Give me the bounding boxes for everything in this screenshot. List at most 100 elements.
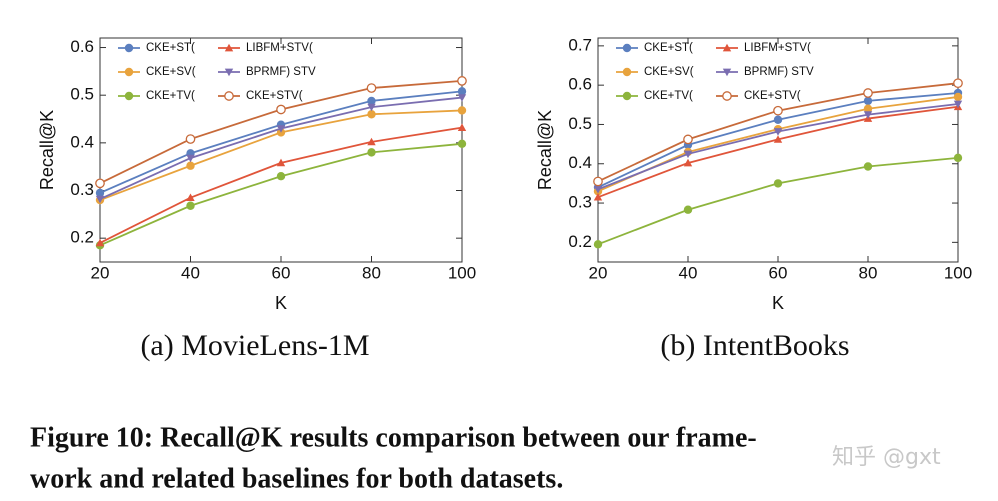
x-tick-label: 80 <box>362 263 381 282</box>
data-point <box>367 110 376 119</box>
data-point <box>367 148 376 157</box>
data-point <box>953 92 963 102</box>
figure-caption: work and related baselines for both data… <box>30 463 563 494</box>
series-line <box>99 126 463 244</box>
data-point <box>367 96 376 106</box>
watermark: 知乎 @gxt <box>832 445 941 470</box>
x-tick-label: 40 <box>679 263 698 282</box>
data-point <box>683 158 693 167</box>
data-point <box>593 192 603 201</box>
legend-label: CKE+STV( <box>246 90 303 102</box>
data-point <box>457 123 467 131</box>
legend-marker <box>722 68 732 77</box>
legend-marker <box>224 91 234 101</box>
data-point <box>185 134 196 144</box>
data-point <box>276 172 286 181</box>
data-point <box>457 76 467 86</box>
x-tick-label: 40 <box>181 263 200 282</box>
data-point <box>773 179 783 188</box>
x-axis-label: K <box>772 293 784 313</box>
y-tick-label: 0.5 <box>568 114 592 133</box>
legend-label: LIBFM+STV( <box>246 42 313 54</box>
y-tick-label: 0.3 <box>70 180 94 199</box>
legend-label: CKE+STV( <box>744 90 801 102</box>
data-point <box>186 201 195 210</box>
y-tick-label: 0.3 <box>568 193 592 212</box>
data-point <box>953 153 963 163</box>
data-point <box>367 103 376 112</box>
x-tick-label: 20 <box>91 263 110 282</box>
y-axis-label: Recall@K <box>37 110 57 190</box>
data-point <box>863 111 873 119</box>
data-point <box>457 94 467 102</box>
data-point <box>863 162 873 171</box>
data-point <box>457 106 467 115</box>
x-axis-label: K <box>275 293 287 313</box>
y-tick-label: 0.6 <box>568 75 592 94</box>
legend-marker <box>124 43 134 53</box>
data-point <box>367 137 376 146</box>
data-point <box>593 176 603 187</box>
data-point <box>863 96 873 106</box>
x-tick-label: 100 <box>448 263 476 282</box>
legend-marker <box>722 91 732 101</box>
data-point <box>773 105 783 116</box>
data-point <box>95 195 105 204</box>
legend-label: CKE+TV( <box>146 90 195 102</box>
data-point <box>95 238 105 247</box>
y-tick-label: 0.4 <box>568 153 592 172</box>
x-tick-label: 20 <box>589 263 608 282</box>
data-point <box>457 87 467 96</box>
x-tick-label: 80 <box>859 263 878 282</box>
data-point <box>773 135 783 143</box>
legend-label: CKE+ST( <box>146 42 195 54</box>
y-tick-label: 0.2 <box>568 232 592 251</box>
data-point <box>593 240 603 249</box>
data-point <box>95 178 105 189</box>
data-point <box>683 205 693 214</box>
data-point <box>186 193 195 202</box>
legend-marker <box>124 67 134 77</box>
data-point <box>863 88 873 98</box>
x-tick-label: 60 <box>769 263 788 282</box>
y-axis-label: Recall@K <box>535 110 555 190</box>
y-tick-label: 0.6 <box>70 37 94 56</box>
data-point <box>95 188 105 198</box>
data-point <box>366 83 377 93</box>
legend-label: CKE+TV( <box>644 90 693 102</box>
x-tick-label: 100 <box>944 263 972 282</box>
legend-marker <box>224 68 234 77</box>
legend-marker <box>124 91 134 101</box>
data-point <box>186 161 195 170</box>
data-point <box>276 158 286 167</box>
data-point <box>953 78 963 89</box>
legend-label: CKE+SV( <box>644 66 694 78</box>
legend-marker <box>622 67 632 77</box>
data-point <box>683 134 693 145</box>
legend-marker <box>722 43 732 52</box>
legend-label: BPRMF) STV <box>246 66 316 78</box>
x-tick-label: 60 <box>272 263 291 282</box>
data-point <box>863 104 873 113</box>
legend-label: LIBFM+STV( <box>744 42 811 54</box>
figure-caption: Figure 10: Recall@K results comparison b… <box>30 422 757 453</box>
y-tick-label: 0.5 <box>70 85 94 104</box>
y-tick-label: 0.2 <box>70 228 94 247</box>
data-point <box>953 100 963 109</box>
subfigure-caption: (b) IntentBooks <box>660 329 849 362</box>
data-point <box>773 115 783 124</box>
data-point <box>683 150 693 159</box>
legend-label: BPRMF) STV <box>744 66 814 78</box>
legend-label: CKE+ST( <box>644 42 693 54</box>
data-point <box>457 139 467 149</box>
data-point <box>276 104 286 115</box>
subfigure-caption: (a) MovieLens-1M <box>140 329 369 362</box>
data-point <box>773 128 783 136</box>
legend-marker <box>622 43 632 53</box>
y-tick-label: 0.7 <box>568 35 592 54</box>
legend-label: CKE+SV( <box>146 66 196 78</box>
data-point <box>593 185 603 194</box>
data-point <box>186 154 195 163</box>
